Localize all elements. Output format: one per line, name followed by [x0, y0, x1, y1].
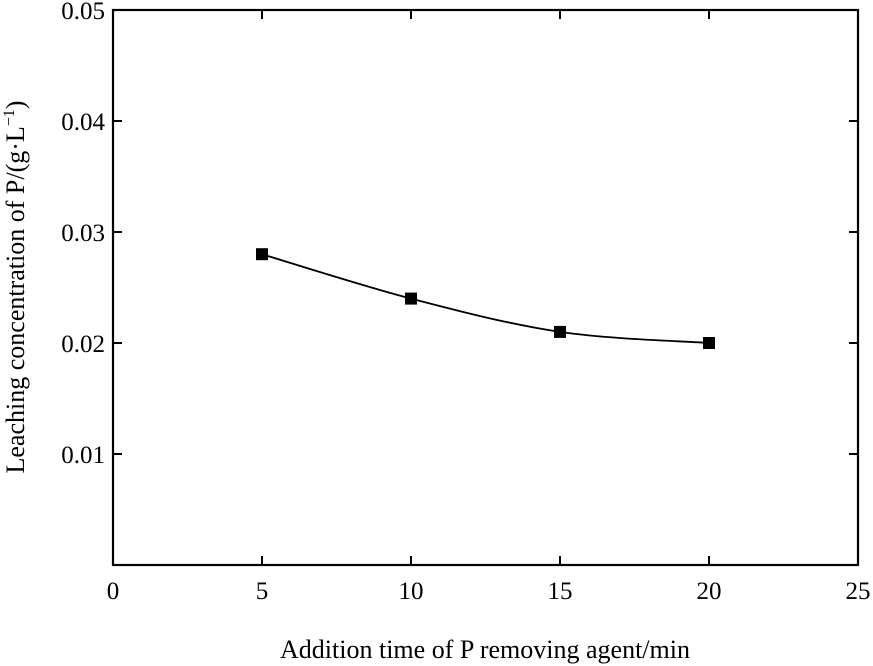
x-tick-label: 10 [399, 578, 424, 605]
data-point-marker [703, 337, 715, 349]
x-tick-label: 0 [107, 578, 120, 605]
axis-ticks [112, 9, 859, 565]
x-tick-label: 20 [697, 578, 722, 605]
data-point-marker [405, 292, 417, 305]
plot-frame [111, 8, 860, 567]
y-tick-label: 0.04 [61, 109, 105, 136]
data-point-marker [256, 248, 268, 261]
series-line [261, 253, 710, 344]
series-markers [256, 248, 715, 349]
x-tick-label: 5 [256, 578, 269, 605]
y-tick-label: 0.05 [61, 0, 105, 25]
tick-labels: 0 5 10 15 20 25 0.01 0.02 0.03 0.04 0.05 [61, 0, 870, 605]
y-axis-label-close: ) [1, 101, 30, 110]
x-tick-label: 25 [846, 578, 871, 605]
y-axis-label: Leaching concentration of P/(g·L−1) [1, 101, 30, 474]
y-axis-label-superscript: −1 [1, 109, 18, 126]
x-tick-label: 15 [548, 578, 573, 605]
x-axis-label: Addition time of P removing agent/min [280, 635, 690, 664]
y-tick-label: 0.01 [61, 442, 105, 469]
y-tick-label: 0.02 [61, 331, 105, 358]
y-axis-label-main: Leaching concentration of P/(g·L [1, 126, 30, 473]
y-tick-label: 0.03 [61, 220, 105, 247]
data-point-marker [554, 325, 566, 338]
